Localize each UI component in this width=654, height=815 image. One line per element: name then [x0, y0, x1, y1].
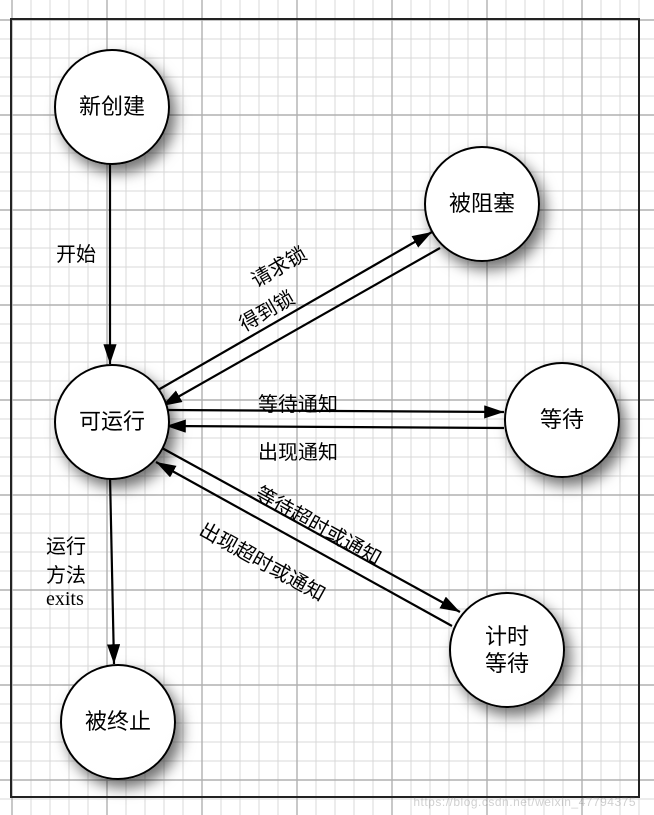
node-label: 被终止	[85, 708, 151, 736]
edge-e_exit	[110, 476, 114, 664]
node-blocked: 被阻塞	[424, 146, 540, 262]
node-label: 计时 等待	[485, 623, 529, 678]
edge-e_gotlock	[162, 248, 440, 406]
node-waiting: 等待	[504, 362, 620, 478]
edge-e_timedret	[156, 462, 452, 626]
node-timed: 计时 等待	[449, 592, 565, 708]
edge-e_gotnotify	[166, 426, 504, 428]
edge-label-e_waitnotify: 等待通知	[258, 388, 338, 417]
diagram-canvas: 新创建可运行被终止被阻塞等待计时 等待 开始请求锁得到锁等待通知出现通知等待超时…	[0, 0, 654, 815]
edge-label-e_start: 开始	[56, 238, 96, 267]
node-label: 等待	[540, 406, 584, 434]
node-label: 可运行	[79, 408, 145, 436]
node-label: 新创建	[79, 93, 145, 121]
edge-label-e_exit: 运行 方法 exits	[46, 530, 86, 611]
node-label: 被阻塞	[449, 190, 515, 218]
edge-label-e_gotnotify: 出现通知	[258, 436, 338, 465]
node-new: 新创建	[54, 49, 170, 165]
node-runnable: 可运行	[54, 364, 170, 480]
watermark-text: https://blog.csdn.net/weixin_47794375	[413, 795, 636, 809]
node-terminated: 被终止	[60, 664, 176, 780]
